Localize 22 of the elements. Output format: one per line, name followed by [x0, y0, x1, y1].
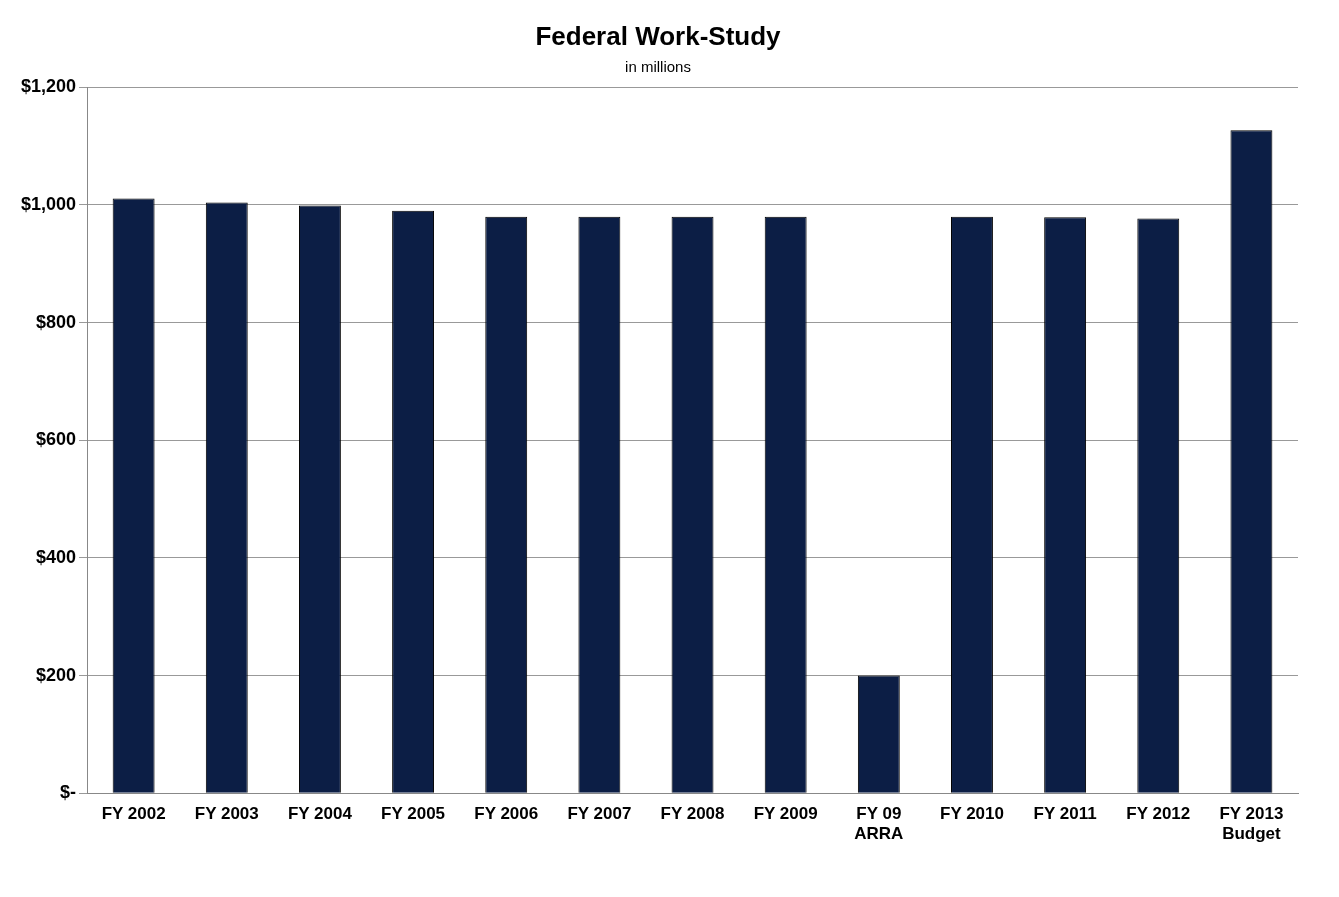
y-tick-label: $200: [36, 664, 77, 685]
x-tick-label: FY 2004: [287, 804, 353, 824]
chart-subtitle: in millions: [625, 58, 691, 76]
x-tick-label: FY 2006: [474, 804, 539, 824]
x-tick-label: FY 2012: [1126, 804, 1191, 824]
x-tick-label: FY 09 ARRA: [854, 804, 904, 844]
x-tick-label: FY 2011: [1033, 804, 1097, 824]
x-tick-label: FY 2013 Budget: [1219, 804, 1284, 844]
x-tick-label: FY 2002: [101, 804, 166, 824]
x-tick-label: FY 2008: [660, 804, 725, 824]
x-tick-label: FY 2010: [939, 804, 1004, 824]
x-tick-label: FY 2007: [567, 804, 632, 824]
y-tick-label: $1,000: [20, 193, 77, 214]
y-tick-label: $600: [36, 429, 77, 450]
y-tick-label: $400: [36, 546, 77, 567]
y-tick-label: $1,200: [20, 76, 77, 97]
chart-title: Federal Work-Study: [535, 20, 782, 51]
x-tick-label: FY 2009: [753, 804, 818, 824]
y-tick-label: $800: [36, 311, 77, 332]
x-tick-label: FY 2005: [381, 804, 446, 824]
x-tick-label: FY 2003: [194, 804, 259, 824]
y-tick-label: $-: [60, 782, 77, 803]
